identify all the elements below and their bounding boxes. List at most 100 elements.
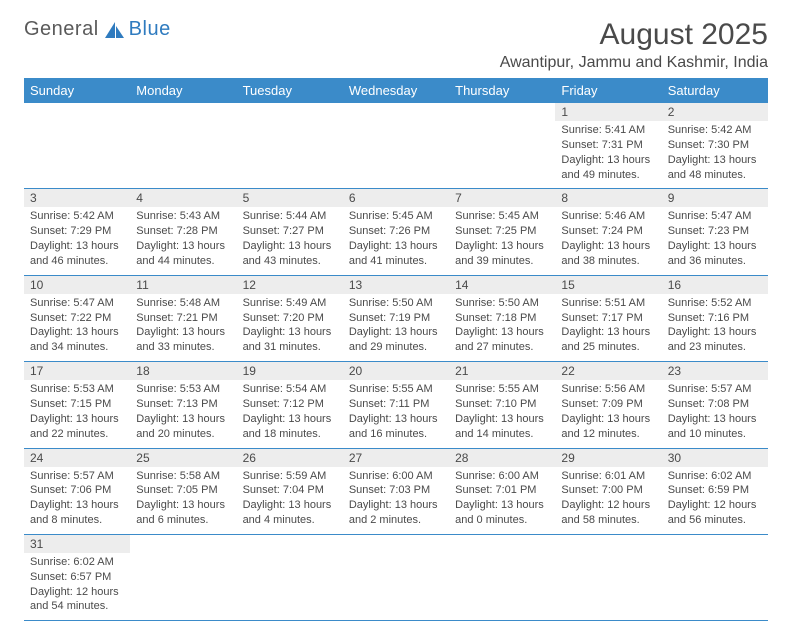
day-body: Sunrise: 5:45 AMSunset: 7:26 PMDaylight:…	[343, 207, 449, 274]
sunrise-text: Sunrise: 5:57 AM	[30, 469, 124, 484]
calendar-empty	[555, 534, 661, 620]
sunrise-text: Sunrise: 5:52 AM	[668, 296, 762, 311]
day-body: Sunrise: 5:59 AMSunset: 7:04 PMDaylight:…	[237, 467, 343, 534]
calendar-week: 24Sunrise: 5:57 AMSunset: 7:06 PMDayligh…	[24, 448, 768, 534]
sunrise-text: Sunrise: 5:57 AM	[668, 382, 762, 397]
calendar-empty	[343, 103, 449, 189]
calendar-day: 17Sunrise: 5:53 AMSunset: 7:15 PMDayligh…	[24, 362, 130, 448]
calendar-day: 18Sunrise: 5:53 AMSunset: 7:13 PMDayligh…	[130, 362, 236, 448]
day-body: Sunrise: 5:50 AMSunset: 7:19 PMDaylight:…	[343, 294, 449, 361]
daylight-text: Daylight: 13 hours and 8 minutes.	[30, 498, 124, 528]
sunrise-text: Sunrise: 5:50 AM	[349, 296, 443, 311]
daylight-text: Daylight: 13 hours and 43 minutes.	[243, 239, 337, 269]
calendar-day: 26Sunrise: 5:59 AMSunset: 7:04 PMDayligh…	[237, 448, 343, 534]
daylight-text: Daylight: 13 hours and 18 minutes.	[243, 412, 337, 442]
calendar-day: 11Sunrise: 5:48 AMSunset: 7:21 PMDayligh…	[130, 275, 236, 361]
weekday-header: Monday	[130, 78, 236, 103]
day-number: 9	[662, 189, 768, 207]
daylight-text: Daylight: 13 hours and 39 minutes.	[455, 239, 549, 269]
day-number: 13	[343, 276, 449, 294]
calendar-day: 31Sunrise: 6:02 AMSunset: 6:57 PMDayligh…	[24, 534, 130, 620]
day-number: 20	[343, 362, 449, 380]
page-subtitle: Awantipur, Jammu and Kashmir, India	[500, 54, 768, 72]
daylight-text: Daylight: 13 hours and 22 minutes.	[30, 412, 124, 442]
calendar-table: SundayMondayTuesdayWednesdayThursdayFrid…	[24, 78, 768, 621]
day-number: 7	[449, 189, 555, 207]
sunrise-text: Sunrise: 5:49 AM	[243, 296, 337, 311]
sunrise-text: Sunrise: 5:48 AM	[136, 296, 230, 311]
sunrise-text: Sunrise: 5:45 AM	[349, 209, 443, 224]
day-number: 29	[555, 449, 661, 467]
weekday-header: Thursday	[449, 78, 555, 103]
calendar-day: 21Sunrise: 5:55 AMSunset: 7:10 PMDayligh…	[449, 362, 555, 448]
calendar-day: 22Sunrise: 5:56 AMSunset: 7:09 PMDayligh…	[555, 362, 661, 448]
daylight-text: Daylight: 13 hours and 31 minutes.	[243, 325, 337, 355]
calendar-day: 8Sunrise: 5:46 AMSunset: 7:24 PMDaylight…	[555, 189, 661, 275]
sunset-text: Sunset: 7:05 PM	[136, 483, 230, 498]
daylight-text: Daylight: 13 hours and 29 minutes.	[349, 325, 443, 355]
sunrise-text: Sunrise: 5:54 AM	[243, 382, 337, 397]
calendar-empty	[130, 103, 236, 189]
sunrise-text: Sunrise: 6:02 AM	[668, 469, 762, 484]
day-body: Sunrise: 5:46 AMSunset: 7:24 PMDaylight:…	[555, 207, 661, 274]
daylight-text: Daylight: 12 hours and 56 minutes.	[668, 498, 762, 528]
sunrise-text: Sunrise: 5:42 AM	[668, 123, 762, 138]
sunrise-text: Sunrise: 5:55 AM	[455, 382, 549, 397]
calendar-day: 1Sunrise: 5:41 AMSunset: 7:31 PMDaylight…	[555, 103, 661, 189]
calendar-day: 15Sunrise: 5:51 AMSunset: 7:17 PMDayligh…	[555, 275, 661, 361]
calendar-day: 4Sunrise: 5:43 AMSunset: 7:28 PMDaylight…	[130, 189, 236, 275]
logo: General Blue	[24, 18, 171, 41]
day-body: Sunrise: 5:47 AMSunset: 7:23 PMDaylight:…	[662, 207, 768, 274]
sunset-text: Sunset: 7:30 PM	[668, 138, 762, 153]
sunrise-text: Sunrise: 6:01 AM	[561, 469, 655, 484]
calendar-empty	[343, 534, 449, 620]
day-number: 31	[24, 535, 130, 553]
day-number: 10	[24, 276, 130, 294]
logo-text-general: General	[24, 18, 99, 41]
sunset-text: Sunset: 6:59 PM	[668, 483, 762, 498]
daylight-text: Daylight: 13 hours and 16 minutes.	[349, 412, 443, 442]
weekday-header: Wednesday	[343, 78, 449, 103]
sunset-text: Sunset: 7:18 PM	[455, 311, 549, 326]
sunrise-text: Sunrise: 5:47 AM	[668, 209, 762, 224]
sunset-text: Sunset: 7:03 PM	[349, 483, 443, 498]
sail-icon	[103, 20, 127, 40]
calendar-day: 5Sunrise: 5:44 AMSunset: 7:27 PMDaylight…	[237, 189, 343, 275]
day-number: 23	[662, 362, 768, 380]
day-body: Sunrise: 5:47 AMSunset: 7:22 PMDaylight:…	[24, 294, 130, 361]
day-body: Sunrise: 5:49 AMSunset: 7:20 PMDaylight:…	[237, 294, 343, 361]
daylight-text: Daylight: 13 hours and 4 minutes.	[243, 498, 337, 528]
daylight-text: Daylight: 12 hours and 58 minutes.	[561, 498, 655, 528]
day-body: Sunrise: 5:54 AMSunset: 7:12 PMDaylight:…	[237, 380, 343, 447]
sunrise-text: Sunrise: 6:00 AM	[455, 469, 549, 484]
day-body: Sunrise: 5:56 AMSunset: 7:09 PMDaylight:…	[555, 380, 661, 447]
calendar-day: 25Sunrise: 5:58 AMSunset: 7:05 PMDayligh…	[130, 448, 236, 534]
daylight-text: Daylight: 13 hours and 12 minutes.	[561, 412, 655, 442]
calendar-day: 14Sunrise: 5:50 AMSunset: 7:18 PMDayligh…	[449, 275, 555, 361]
calendar-day: 29Sunrise: 6:01 AMSunset: 7:00 PMDayligh…	[555, 448, 661, 534]
calendar-day: 7Sunrise: 5:45 AMSunset: 7:25 PMDaylight…	[449, 189, 555, 275]
sunset-text: Sunset: 7:06 PM	[30, 483, 124, 498]
logo-text-blue: Blue	[129, 18, 171, 41]
calendar-day: 28Sunrise: 6:00 AMSunset: 7:01 PMDayligh…	[449, 448, 555, 534]
sunset-text: Sunset: 7:09 PM	[561, 397, 655, 412]
sunrise-text: Sunrise: 5:58 AM	[136, 469, 230, 484]
daylight-text: Daylight: 12 hours and 54 minutes.	[30, 585, 124, 615]
calendar-empty	[237, 103, 343, 189]
calendar-empty	[130, 534, 236, 620]
calendar-empty	[662, 534, 768, 620]
sunset-text: Sunset: 7:12 PM	[243, 397, 337, 412]
sunset-text: Sunset: 7:31 PM	[561, 138, 655, 153]
day-body: Sunrise: 5:45 AMSunset: 7:25 PMDaylight:…	[449, 207, 555, 274]
day-number: 4	[130, 189, 236, 207]
sunrise-text: Sunrise: 5:45 AM	[455, 209, 549, 224]
title-block: August 2025 Awantipur, Jammu and Kashmir…	[500, 18, 768, 72]
sunset-text: Sunset: 7:16 PM	[668, 311, 762, 326]
day-body: Sunrise: 6:00 AMSunset: 7:03 PMDaylight:…	[343, 467, 449, 534]
sunrise-text: Sunrise: 5:53 AM	[136, 382, 230, 397]
day-body: Sunrise: 5:42 AMSunset: 7:29 PMDaylight:…	[24, 207, 130, 274]
day-number: 28	[449, 449, 555, 467]
calendar-day: 27Sunrise: 6:00 AMSunset: 7:03 PMDayligh…	[343, 448, 449, 534]
calendar-day: 9Sunrise: 5:47 AMSunset: 7:23 PMDaylight…	[662, 189, 768, 275]
day-body: Sunrise: 5:55 AMSunset: 7:10 PMDaylight:…	[449, 380, 555, 447]
